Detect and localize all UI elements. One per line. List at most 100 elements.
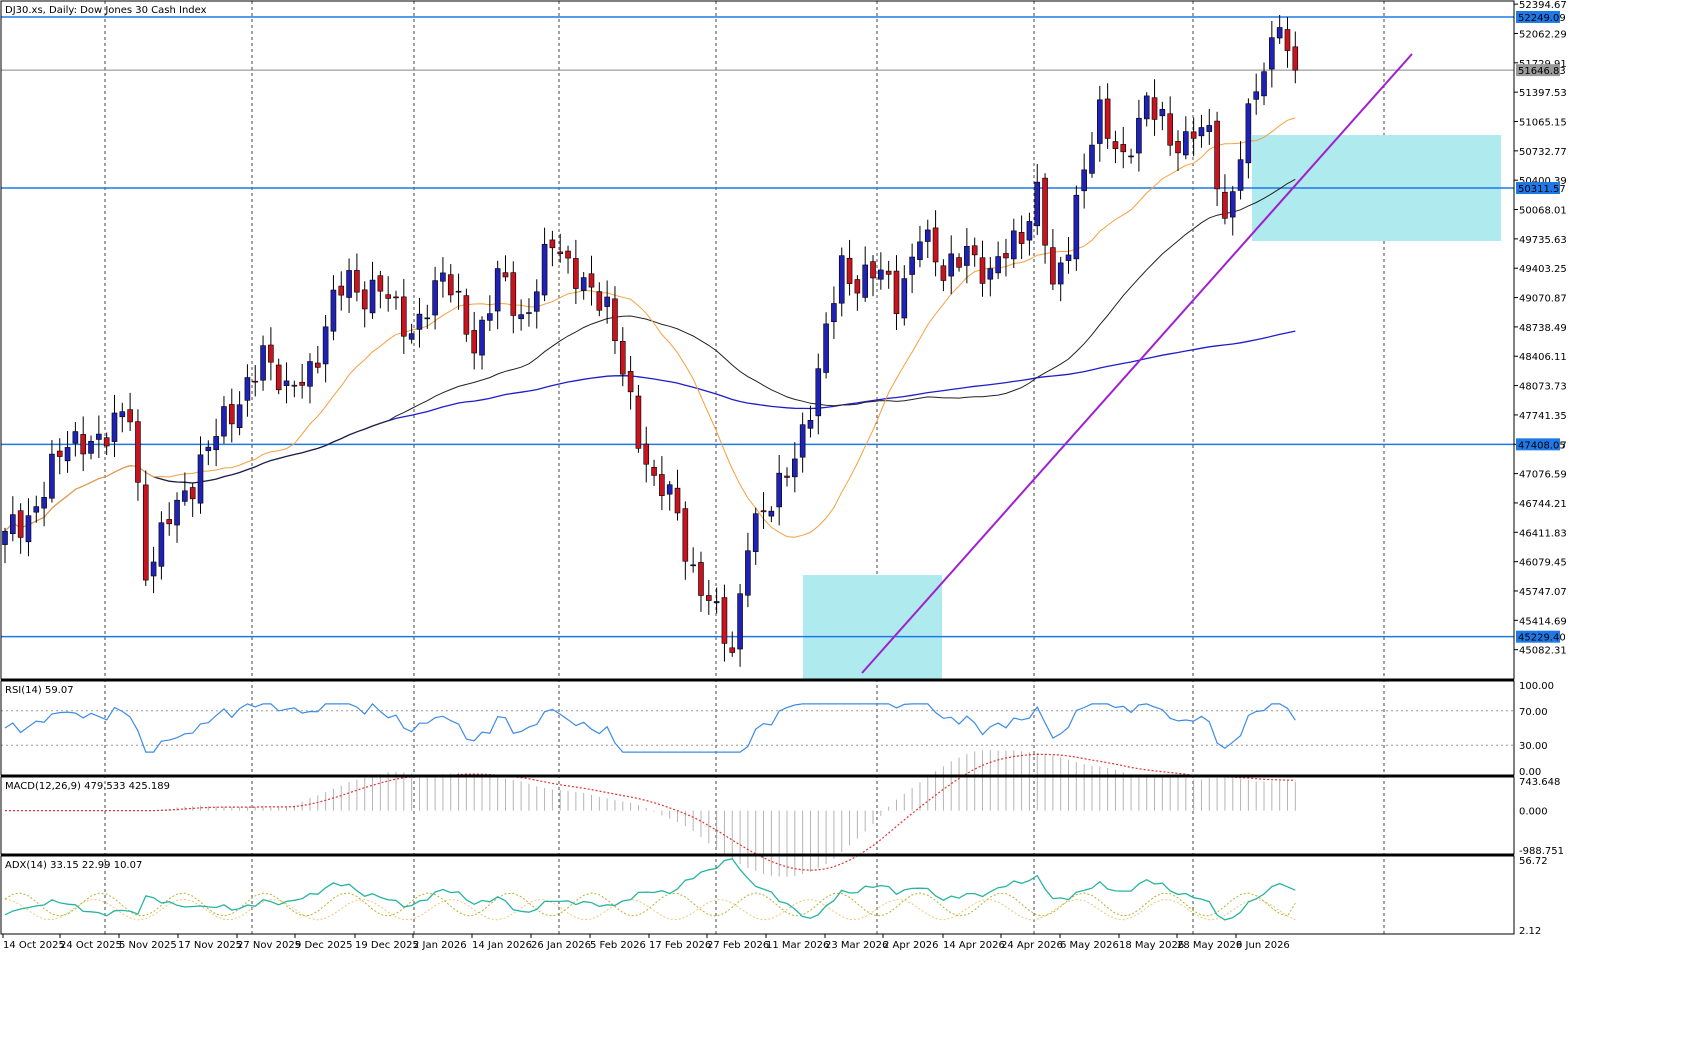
candlesticks [2,14,1299,667]
time-tick-label: 17 Nov 2025 [178,940,242,951]
price-tick-label: 45747.07 [1519,587,1567,598]
candle-body [1042,177,1048,246]
candle-body [502,272,509,278]
price-level-lines[interactable] [1,16,1514,638]
time-tick-label: 5 Nov 2025 [119,940,177,951]
candle-body [752,513,759,552]
candle-body [369,279,376,314]
candle-body [635,395,642,449]
candle-body [690,564,696,567]
macd-panel-title: MACD(12,26,9) 479.533 425.189 [5,781,170,792]
candle-body [205,446,212,452]
candle-body [659,474,665,496]
price-tick-label: 51397.53 [1519,88,1567,99]
candle-body [549,239,556,249]
candle-body [964,246,970,266]
candle-body [1198,127,1205,137]
candle-body [854,279,861,294]
candle-body [10,514,16,534]
rsi-line [4,703,1296,753]
price-tick-label: 47076.59 [1519,470,1567,481]
candle-body [1284,29,1291,51]
candle-body [1261,71,1267,97]
price-axis: 52394.6752062.2951729.9151397.5351065.15… [1514,0,1567,937]
candle-body [792,458,798,478]
candle-body [971,245,978,256]
candle-body [612,298,618,342]
time-tick-label: 11 Mar 2026 [766,940,829,951]
candle-body [127,409,133,423]
candle-body [643,443,650,465]
candle-body [56,450,63,457]
price-tick-label: 46744.21 [1519,499,1567,510]
candle-body [533,291,540,312]
candle-body [166,519,173,525]
candle-body [823,323,829,373]
candle-body [596,291,603,311]
price-tick-label: 49735.63 [1519,235,1567,246]
candle-body [64,447,71,462]
adx-main-line [4,858,1296,921]
candle-body [721,597,728,644]
candle-body [158,522,165,567]
candle-body [1120,144,1127,153]
candle-body [932,227,939,263]
candle-body [510,272,517,316]
candle-body [174,499,180,526]
price-tick-label: 48073.73 [1519,382,1567,393]
candle-body [119,411,126,418]
candle-body [1183,131,1189,156]
price-tick-label: 45082.31 [1519,646,1567,657]
candle-body [1151,97,1158,120]
price-tick-label: 47741.35 [1519,411,1567,422]
candle-body [88,440,94,454]
time-tick-label: 14 Jan 2026 [472,940,532,951]
time-tick-label: 14 Apr 2026 [943,940,1005,951]
candle-body [221,406,227,437]
candle-body [1206,125,1213,132]
candle-body [1112,141,1119,149]
candle-body [401,296,407,337]
candle-body [1018,232,1025,244]
price-level-badge [1516,438,1560,451]
candle-body [455,290,462,293]
candle-body [776,472,782,508]
macd-tick-label: 0.000 [1519,807,1548,818]
trendline[interactable] [861,53,1413,674]
candle-body [948,253,955,277]
time-tick-label: 9 Dec 2025 [295,940,353,951]
candle-body [103,437,110,447]
candle-body [236,404,243,429]
price-tick-label: 46079.45 [1519,558,1567,569]
panel-frames [0,0,1515,935]
time-tick-label: 18 May 2026 [1119,940,1184,951]
candle-body [354,270,360,293]
price-level-badge-label: 45229.40 [1518,633,1566,644]
price-tick-label: 45414.69 [1519,616,1567,627]
candle-body [1167,113,1173,146]
candle-body [666,484,673,495]
candle-body [1175,141,1181,154]
candle-body [142,484,149,581]
time-tick-label: 9 Jun 2026 [1236,940,1290,951]
candle-body [588,273,595,288]
candle-body [838,255,845,304]
candle-body [1057,262,1064,285]
candle-body [541,243,548,296]
time-tick-label: 17 Feb 2026 [649,940,711,951]
candle-body [1222,191,1228,219]
adx-tick-label: 2.12 [1519,926,1541,937]
candle-body [705,595,712,601]
candle-body [1050,247,1056,285]
candle-body [1081,169,1087,192]
candle-body [330,289,337,332]
candle-body [1136,117,1142,154]
candle-body [729,647,736,653]
price-level-badges: 52249.09 51646.83 50311.57 47408.05 45229.40 [1516,10,1566,644]
candle-body [831,303,837,323]
candle-body [940,265,947,281]
rsi-tick-label: 30.00 [1519,741,1548,752]
price-level-badge-label: 50311.57 [1518,184,1566,195]
